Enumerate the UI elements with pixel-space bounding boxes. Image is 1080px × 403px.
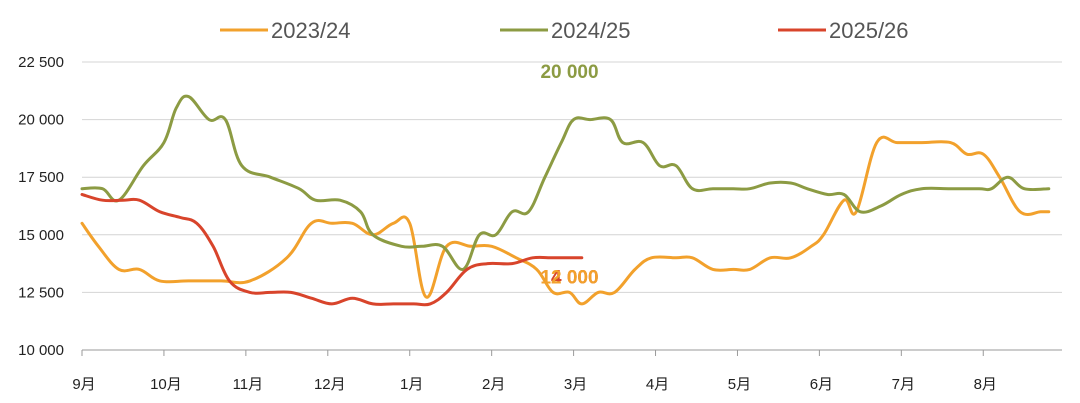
x-tick-label: 9月: [72, 376, 95, 393]
x-tick-label: 8月: [974, 376, 997, 393]
gridlines: [82, 61, 1062, 351]
data-annotation: 12 000: [540, 267, 598, 288]
x-tick-label: 10月: [150, 376, 182, 393]
y-tick-label: 12 500: [18, 284, 64, 301]
data-annotation: 20 000: [540, 62, 598, 83]
legend-label: 2024/25: [551, 18, 631, 43]
series-line-2025-26: [80, 193, 584, 307]
x-tick-label: 11月: [233, 376, 264, 393]
y-tick-label: 10 000: [18, 342, 64, 359]
x-tick-label: 4月: [646, 376, 669, 393]
x-tick-label: 5月: [728, 376, 751, 393]
series-lines: [80, 94, 1051, 307]
x-tick-label: 6月: [810, 376, 833, 393]
y-tick-label: 15 000: [18, 227, 64, 244]
y-tick-label: 22 500: [18, 54, 64, 71]
series-line-2023-24: [80, 135, 1051, 306]
series-line-2024-25: [80, 94, 1051, 271]
x-tick-label: 1月: [400, 376, 423, 393]
x-tick-label: 7月: [892, 376, 915, 393]
legend-label: 2023/24: [271, 18, 351, 43]
legend-label: 2025/26: [829, 18, 909, 43]
y-tick-label: 17 500: [18, 169, 64, 186]
y-axis: 10 000 12 500 15 000 17 500 20 000 22 500: [18, 54, 64, 359]
x-tick-label: 3月: [564, 376, 587, 393]
legend: 2023/24 2024/25 2025/26: [220, 18, 909, 43]
x-axis: 9月 10月 11月 12月 1月 2月 3月 4月 5月 6月 7月 8月: [72, 350, 997, 393]
x-tick-label: 2月: [482, 376, 505, 393]
data-annotation: 14 000: [540, 267, 598, 288]
y-tick-label: 20 000: [18, 112, 64, 129]
x-tick-label: 12月: [314, 376, 346, 393]
